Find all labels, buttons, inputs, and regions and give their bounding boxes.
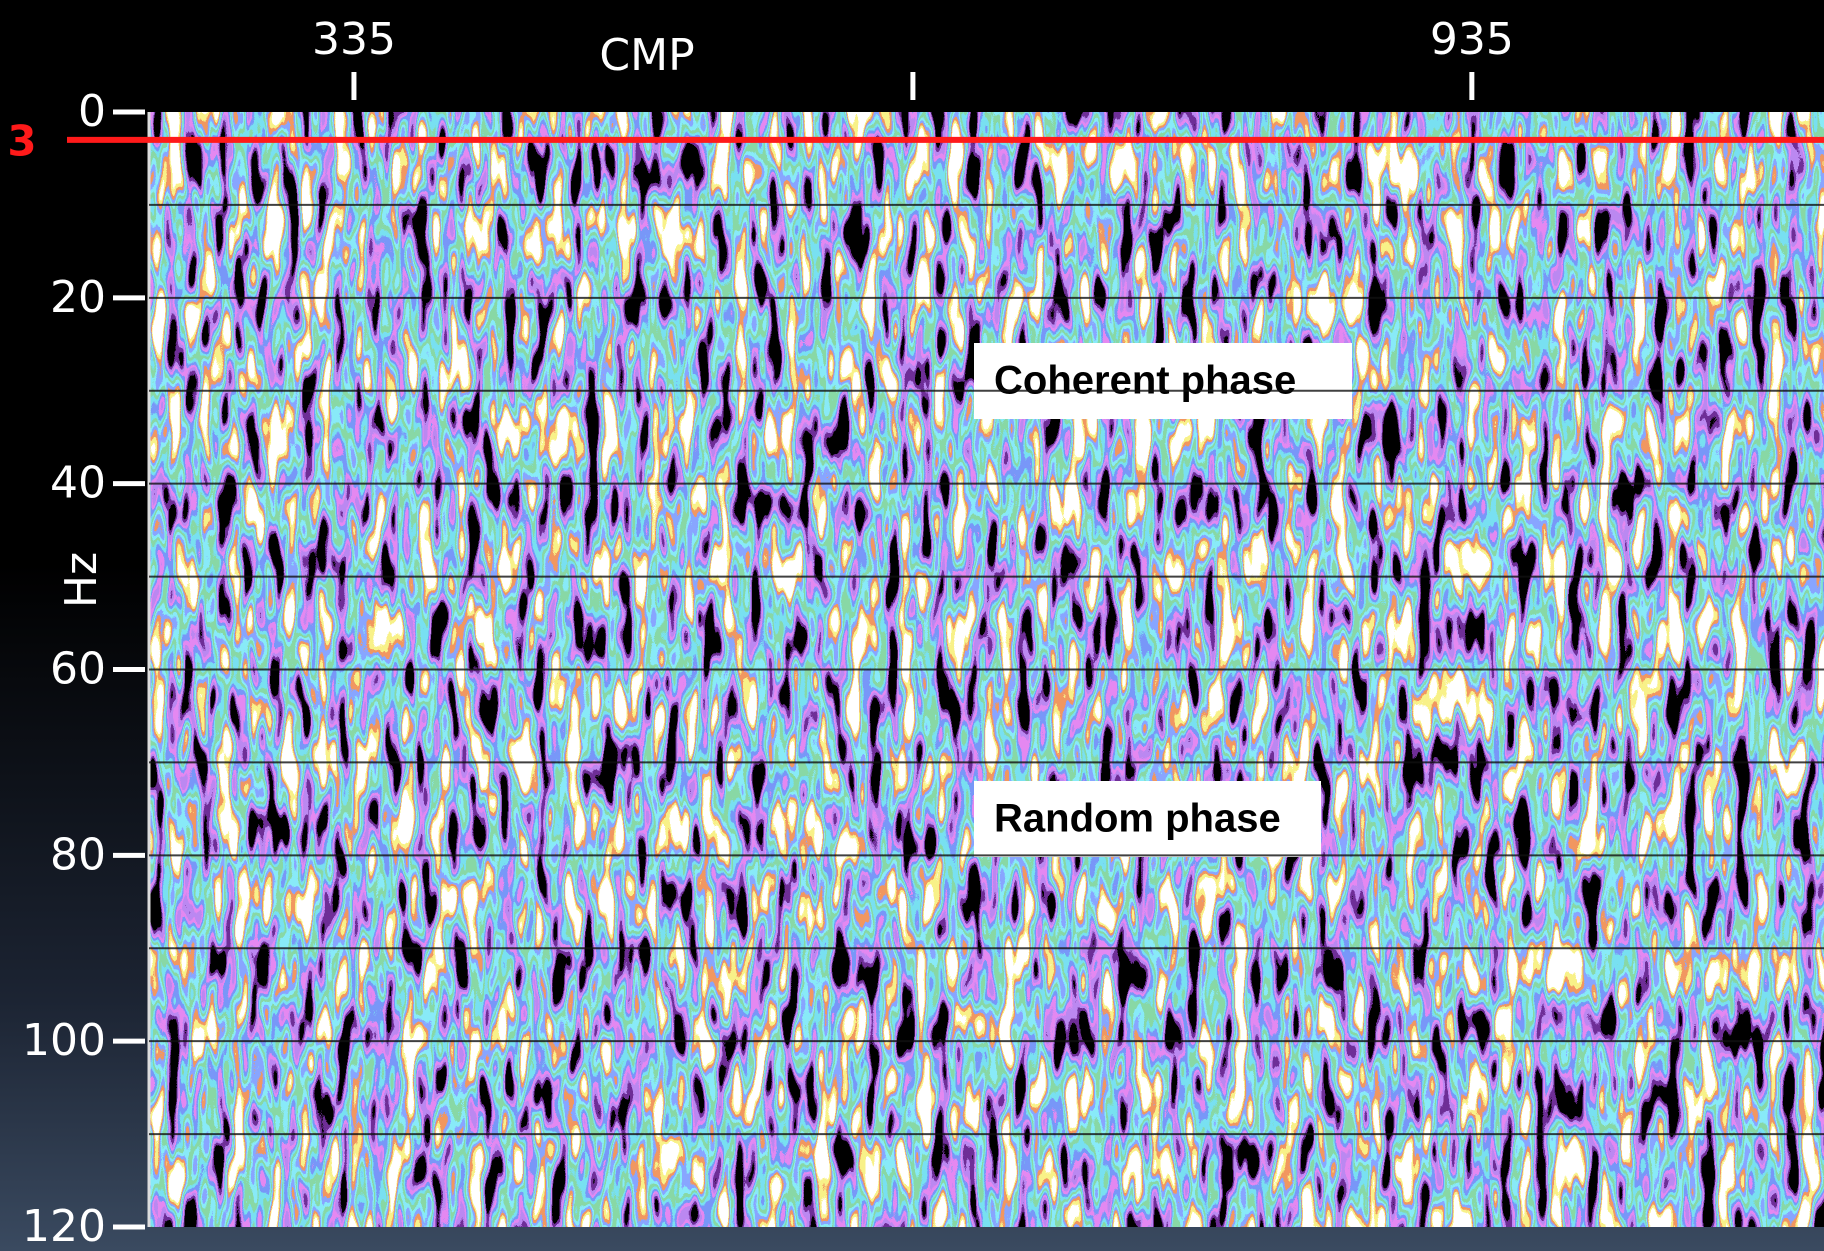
y-tick-label: 60 xyxy=(50,644,106,695)
reference-label: 3 xyxy=(7,116,36,165)
y-axis-title: Hz xyxy=(56,552,107,608)
y-tick-label: 120 xyxy=(22,1201,106,1251)
annotation: Random phase xyxy=(994,797,1281,841)
phase-texture xyxy=(149,592,1824,1140)
y-tick-label: 80 xyxy=(50,829,106,880)
y-tick-label: 40 xyxy=(50,458,106,509)
annotation-box xyxy=(974,343,1352,419)
annotation-box xyxy=(974,781,1321,857)
y-tick-label: 100 xyxy=(22,1015,106,1066)
y-tick-label: 0 xyxy=(78,86,106,137)
x-tick-label: 935 xyxy=(1430,14,1514,65)
annotation: Coherent phase xyxy=(994,359,1296,403)
phase-texture xyxy=(149,1140,1824,1227)
x-tick-label: 335 xyxy=(312,14,396,65)
x-axis-title: CMP xyxy=(599,30,694,81)
y-tick-label: 20 xyxy=(50,272,106,323)
